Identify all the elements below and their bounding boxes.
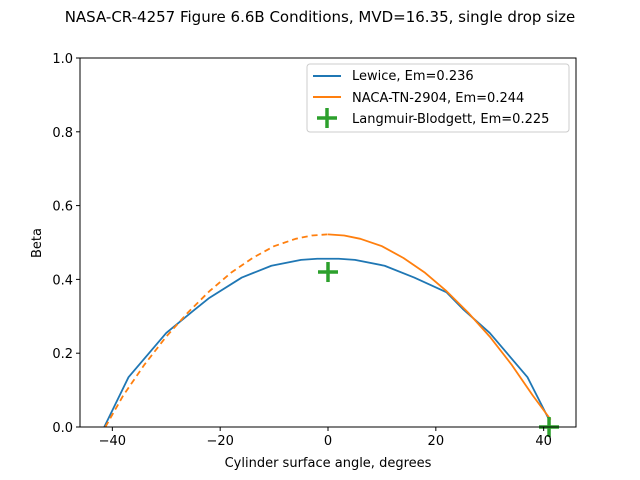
y-tick-label: 0.2	[52, 347, 73, 362]
series-layer	[103, 233, 560, 437]
legend-label-naca: NACA-TN-2904, Em=0.244	[352, 91, 524, 106]
y-tick-label: 1.0	[52, 52, 73, 67]
x-tick-label: 0	[324, 434, 332, 449]
y-axis-label: Beta	[30, 228, 45, 258]
legend-box	[306, 63, 570, 133]
legend: Lewice, Em=0.236 NACA-TN-2904, Em=0.244 …	[306, 63, 570, 133]
x-tick-label: 20	[428, 434, 445, 449]
y-axis-ticks: 0.0 0.2 0.4 0.6 0.8 1.0	[52, 52, 80, 436]
legend-swatch-langmuir	[317, 108, 337, 128]
y-tick-label: 0.8	[52, 126, 73, 141]
legend-label-lewice: Lewice, Em=0.236	[352, 69, 474, 84]
y-tick-label: 0.0	[52, 421, 73, 436]
data-point-langmuir	[318, 262, 338, 283]
x-tick-label: −40	[99, 434, 126, 449]
series-line-lewice	[103, 257, 550, 428]
series-line-naca-dashed	[104, 233, 329, 428]
x-axis-label: Cylinder surface angle, degrees	[225, 456, 432, 471]
chart-title: NASA-CR-4257 Figure 6.6B Conditions, MVD…	[65, 8, 576, 26]
y-tick-label: 0.4	[52, 273, 73, 288]
legend-label-langmuir: Langmuir-Blodgett, Em=0.225	[352, 112, 549, 127]
series-line-naca-solid	[327, 233, 552, 421]
y-tick-label: 0.6	[52, 200, 73, 215]
x-tick-label: −20	[206, 434, 233, 449]
x-tick-label: 40	[535, 434, 552, 449]
x-axis-ticks: −40 −20 0 20 40	[99, 427, 552, 449]
